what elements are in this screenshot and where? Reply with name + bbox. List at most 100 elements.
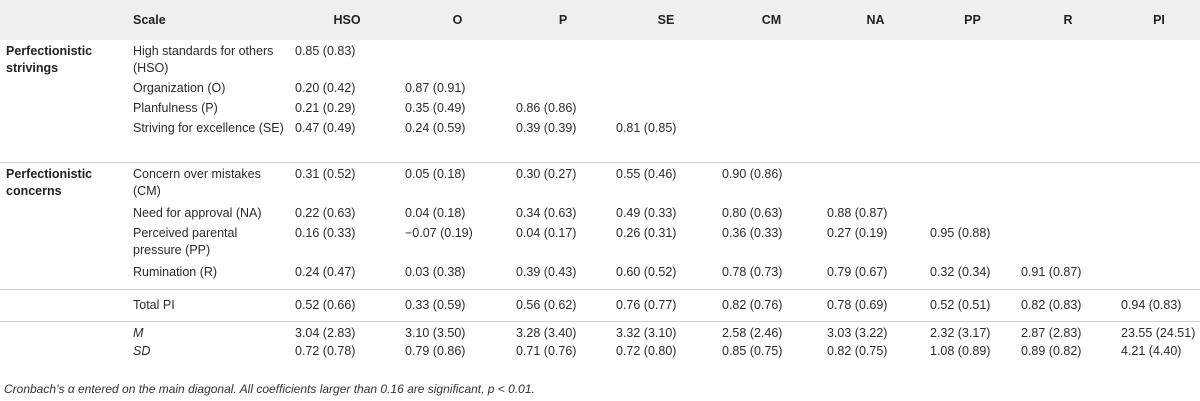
table-row: Organization (O) 0.20 (0.42) 0.87 (0.91) <box>0 80 1200 100</box>
table-row: Planfulness (P) 0.21 (0.29) 0.35 (0.49) … <box>0 100 1200 120</box>
cell: 3.28 (3.40) <box>513 321 613 343</box>
cell: 0.47 (0.49) <box>292 120 402 162</box>
cell: 0.71 (0.76) <box>513 343 613 362</box>
cell <box>402 40 513 80</box>
cell: 0.39 (0.39) <box>513 120 613 162</box>
cell: 0.24 (0.47) <box>292 264 402 289</box>
row-label: Striving for excellence (SE) <box>130 120 292 162</box>
cell <box>1018 120 1118 162</box>
cell: 0.52 (0.51) <box>927 289 1018 321</box>
cell: 0.52 (0.66) <box>292 289 402 321</box>
cell: 0.89 (0.82) <box>1018 343 1118 362</box>
cell: 0.87 (0.91) <box>402 80 513 100</box>
cell: 0.79 (0.86) <box>402 343 513 362</box>
group-label-concerns: Perfectionistic concerns <box>0 162 130 289</box>
cell: 0.33 (0.59) <box>402 289 513 321</box>
cell: 3.32 (3.10) <box>613 321 719 343</box>
cell: 0.36 (0.33) <box>719 225 824 264</box>
cell: 0.21 (0.29) <box>292 100 402 120</box>
table-row: Perceived parental pressure (PP) 0.16 (0… <box>0 225 1200 264</box>
cell <box>719 40 824 80</box>
cell: 3.10 (3.50) <box>402 321 513 343</box>
cell <box>513 80 613 100</box>
cell: 0.85 (0.75) <box>719 343 824 362</box>
row-label: Perceived parental pressure (PP) <box>130 225 292 264</box>
cell <box>824 80 927 100</box>
cell <box>927 162 1018 205</box>
cell: 3.03 (3.22) <box>824 321 927 343</box>
row-label-mean: M <box>130 321 292 343</box>
cell <box>613 40 719 80</box>
correlation-table: Scale HSO O P SE CM NA PP R PI Perfectio… <box>0 0 1200 362</box>
empty-cell <box>0 289 130 321</box>
row-label: High standards for others (HSO) <box>130 40 292 80</box>
cell: 0.34 (0.63) <box>513 205 613 225</box>
cell: 0.04 (0.17) <box>513 225 613 264</box>
cell: 0.24 (0.59) <box>402 120 513 162</box>
header-o: O <box>402 0 513 40</box>
cell: 0.91 (0.87) <box>1018 264 1118 289</box>
header-scale: Scale <box>130 0 292 40</box>
cell <box>719 120 824 162</box>
cell: 0.90 (0.86) <box>719 162 824 205</box>
cell <box>1118 120 1200 162</box>
row-label: Organization (O) <box>130 80 292 100</box>
row-label: Planfulness (P) <box>130 100 292 120</box>
cell: 0.94 (0.83) <box>1118 289 1200 321</box>
table-row: Perfectionistic concerns Concern over mi… <box>0 162 1200 205</box>
row-label-sd: SD <box>130 343 292 362</box>
cell: 0.82 (0.83) <box>1018 289 1118 321</box>
cell: 0.72 (0.78) <box>292 343 402 362</box>
cell: 0.30 (0.27) <box>513 162 613 205</box>
cell: 0.49 (0.33) <box>613 205 719 225</box>
cell: 2.32 (3.17) <box>927 321 1018 343</box>
cell <box>927 205 1018 225</box>
cell: 0.88 (0.87) <box>824 205 927 225</box>
cell: 0.86 (0.86) <box>513 100 613 120</box>
cell <box>613 80 719 100</box>
cell <box>613 100 719 120</box>
cell: 0.22 (0.63) <box>292 205 402 225</box>
cell: 0.78 (0.69) <box>824 289 927 321</box>
row-label: Rumination (R) <box>130 264 292 289</box>
cell <box>719 80 824 100</box>
cell <box>927 100 1018 120</box>
row-label: Total PI <box>130 289 292 321</box>
header-na: NA <box>824 0 927 40</box>
cell: 0.39 (0.43) <box>513 264 613 289</box>
cell <box>1018 100 1118 120</box>
cell <box>927 40 1018 80</box>
header-pp: PP <box>927 0 1018 40</box>
cell: 0.32 (0.34) <box>927 264 1018 289</box>
cell: 2.87 (2.83) <box>1018 321 1118 343</box>
header-row: Scale HSO O P SE CM NA PP R PI <box>0 0 1200 40</box>
cell: 0.76 (0.77) <box>613 289 719 321</box>
cell <box>1118 264 1200 289</box>
cell <box>1018 225 1118 264</box>
table-row: Perfectionistic strivings High standards… <box>0 40 1200 80</box>
cell: −0.07 (0.19) <box>402 225 513 264</box>
cell <box>1018 80 1118 100</box>
empty-cell <box>0 343 130 362</box>
cell: 0.78 (0.73) <box>719 264 824 289</box>
cell: 0.20 (0.42) <box>292 80 402 100</box>
cell: 0.60 (0.52) <box>613 264 719 289</box>
cell: 0.31 (0.52) <box>292 162 402 205</box>
cell: 0.79 (0.67) <box>824 264 927 289</box>
cell: 0.80 (0.63) <box>719 205 824 225</box>
table-row: M 3.04 (2.83) 3.10 (3.50) 3.28 (3.40) 3.… <box>0 321 1200 343</box>
cell: 0.82 (0.75) <box>824 343 927 362</box>
cell <box>1118 80 1200 100</box>
empty-cell <box>0 321 130 343</box>
table-row: SD 0.72 (0.78) 0.79 (0.86) 0.71 (0.76) 0… <box>0 343 1200 362</box>
cell: 2.58 (2.46) <box>719 321 824 343</box>
cell: 0.95 (0.88) <box>927 225 1018 264</box>
cell: 0.05 (0.18) <box>402 162 513 205</box>
cell: 0.03 (0.38) <box>402 264 513 289</box>
cell <box>1118 40 1200 80</box>
cell: 0.56 (0.62) <box>513 289 613 321</box>
cell <box>824 162 927 205</box>
cell <box>1118 162 1200 205</box>
cell: 23.55 (24.51) <box>1118 321 1200 343</box>
